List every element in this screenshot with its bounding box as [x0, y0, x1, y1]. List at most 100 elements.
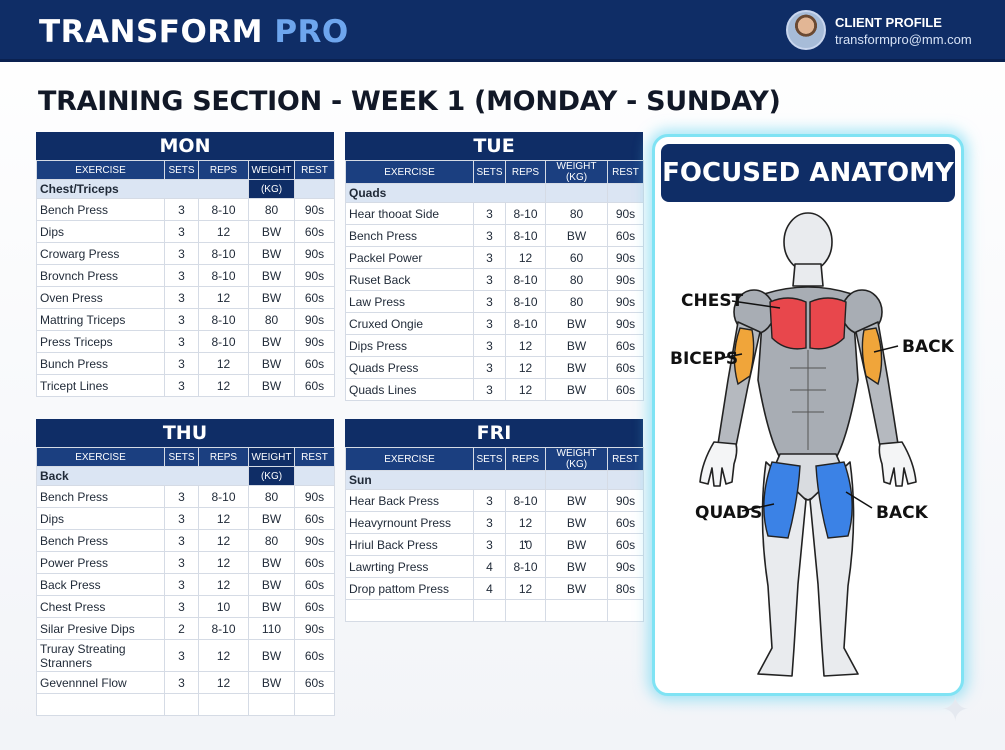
weight-cell: BW	[248, 220, 295, 243]
rest-cell: 90s	[294, 242, 335, 265]
table-row[interactable]: Mattring Triceps 3 8-10 80 90s	[36, 308, 335, 331]
col-sets[interactable]: SETS	[164, 447, 199, 467]
col-exercise[interactable]: EXERCISE	[36, 160, 165, 180]
table-row[interactable]: Bench Press 3 8-10 80 90s	[36, 198, 335, 221]
exercise-cell: Power Press	[36, 551, 165, 574]
table-row[interactable]: Power Press 3 12 BW 60s	[36, 551, 335, 574]
col-weight[interactable]: WEIGHT	[248, 160, 295, 180]
col-weight[interactable]: WEIGHT (KG)	[545, 160, 608, 184]
table-row[interactable]: Bench Press 3 12 80 90s	[36, 529, 335, 552]
sets-cell: 3	[164, 242, 199, 265]
rest-cell: 80s	[607, 577, 644, 600]
table-row[interactable]: Packel Power 3 12 60 90s	[345, 246, 644, 269]
sets-cell: 3	[473, 356, 506, 379]
table-row[interactable]: Silar Presive Dips 2 8-10 110 90s	[36, 617, 335, 640]
table-row[interactable]: Chest Press 3 10 BW 60s	[36, 595, 335, 618]
table-row[interactable]: Back Press 3 12 BW 60s	[36, 573, 335, 596]
avatar[interactable]	[786, 10, 826, 50]
table-row[interactable]: Cruxed Ongie 3 8-10 BW 90s	[345, 312, 644, 335]
col-reps[interactable]: REPS	[505, 160, 546, 184]
col-exercise[interactable]: EXERCISE	[345, 160, 474, 184]
weight-cell: 80	[248, 529, 295, 552]
exercise-cell: Mattring Triceps	[36, 308, 165, 331]
table-row[interactable]: Dips Press 3 12 BW 60s	[345, 334, 644, 357]
exercise-cell: Bench Press	[36, 485, 165, 508]
table-row[interactable]: Quads Lines 3 12 BW 60s	[345, 378, 644, 401]
col-reps[interactable]: REPS	[198, 160, 249, 180]
weight-cell: 110	[248, 617, 295, 640]
reps-cell: 12	[505, 246, 546, 269]
client-profile-label[interactable]: CLIENT PROFILE	[835, 15, 942, 30]
reps-cell: 10	[198, 595, 249, 618]
exercise-cell: Heavyrnount Press	[345, 511, 474, 534]
table-row[interactable]: Bench Press 3 8-10 80 90s	[36, 485, 335, 508]
rest-cell: 60s	[294, 551, 335, 574]
weight-cell: 80	[248, 198, 295, 221]
sets-cell: 3	[473, 533, 506, 556]
weight-cell: BW	[248, 352, 295, 375]
table-row[interactable]: Bunch Press 3 12 BW 60s	[36, 352, 335, 375]
rest-cell: 90s	[607, 312, 644, 335]
table-row[interactable]: Quads Press 3 12 BW 60s	[345, 356, 644, 379]
quads-highlight	[763, 461, 853, 539]
weight-cell: BW	[248, 330, 295, 353]
table-row[interactable]: Hear thooat Side 3 8-10 80 90s	[345, 202, 644, 225]
exercise-cell: Bunch Press	[36, 352, 165, 375]
weight-cell: BW	[545, 511, 608, 534]
day-title-tue: TUE	[345, 132, 643, 160]
col-reps[interactable]: REPS	[505, 447, 546, 471]
col-exercise[interactable]: EXERCISE	[345, 447, 474, 471]
table-row[interactable]: Hear Back Press 3 8-10 BW 90s	[345, 489, 644, 512]
table-row[interactable]: Drop pattom Press 4 12 BW 80s	[345, 577, 644, 600]
col-weight[interactable]: WEIGHT	[248, 447, 295, 467]
table-row[interactable]: Heavyrnount Press 3 12 BW 60s	[345, 511, 644, 534]
col-exercise[interactable]: EXERCISE	[36, 447, 165, 467]
table-row[interactable]: Lawrting Press 4 8-10 BW 90s	[345, 555, 644, 578]
table-row[interactable]: Press Triceps 3 8-10 BW 90s	[36, 330, 335, 353]
reps-cell: 8-10	[505, 268, 546, 291]
table-row[interactable]: Law Press 3 8-10 80 90s	[345, 290, 644, 313]
weight-cell: BW	[248, 671, 295, 694]
col-rest[interactable]: REST	[294, 447, 335, 467]
exercise-cell: Truray Streating Stranners	[36, 639, 165, 672]
weight-cell: BW	[545, 378, 608, 401]
day-table-fri: FRI EXERCISE SETS REPS WEIGHT (KG) REST Sun Hea…	[345, 419, 644, 622]
col-sets[interactable]: SETS	[473, 447, 506, 471]
reps-cell: 8-10	[505, 290, 546, 313]
reps-cell: 8-10	[198, 242, 249, 265]
empty-row	[36, 693, 335, 716]
col-rest[interactable]: REST	[607, 447, 644, 471]
sets-cell: 3	[164, 529, 199, 552]
table-row[interactable]: Truray Streating Stranners 3 12 BW 60s	[36, 639, 335, 672]
sets-cell: 2	[164, 617, 199, 640]
weight-cell: BW	[248, 573, 295, 596]
rest-cell: 90s	[294, 529, 335, 552]
table-row[interactable]: Oven Press 3 12 BW 60s	[36, 286, 335, 309]
col-rest[interactable]: REST	[294, 160, 335, 180]
rest-cell: 60s	[607, 533, 644, 556]
sets-cell: 3	[164, 671, 199, 694]
table-row[interactable]: Bench Press 3 8-10 BW 60s	[345, 224, 644, 247]
table-row[interactable]: Crowarg Press 3 8-10 BW 90s	[36, 242, 335, 265]
exercise-cell: Law Press	[345, 290, 474, 313]
reps-cell: 12	[198, 352, 249, 375]
reps-cell: 12	[505, 334, 546, 357]
table-row[interactable]: Brovnch Press 3 8-10 BW 90s	[36, 264, 335, 287]
reps-cell: 12	[505, 511, 546, 534]
exercise-cell: Packel Power	[345, 246, 474, 269]
table-row[interactable]: Tricept Lines 3 12 BW 60s	[36, 374, 335, 397]
table-row[interactable]: Hriul Back Press 3 1̄̒0 BW 60s	[345, 533, 644, 556]
col-rest[interactable]: REST	[607, 160, 644, 184]
col-reps[interactable]: REPS	[198, 447, 249, 467]
biceps-highlight	[733, 327, 883, 386]
rest-cell: 60s	[607, 378, 644, 401]
weight-cell: 80	[545, 202, 608, 225]
brand-logo[interactable]: TRANSFORM PRO	[39, 14, 349, 50]
table-row[interactable]: Dips 3 12 BW 60s	[36, 220, 335, 243]
table-row[interactable]: Dips 3 12 BW 60s	[36, 507, 335, 530]
col-sets[interactable]: SETS	[164, 160, 199, 180]
table-row[interactable]: Gevennnel Flow 3 12 BW 60s	[36, 671, 335, 694]
table-row[interactable]: Ruset Back 3 8-10 80 90s	[345, 268, 644, 291]
col-sets[interactable]: SETS	[473, 160, 506, 184]
col-weight[interactable]: WEIGHT (KG)	[545, 447, 608, 471]
